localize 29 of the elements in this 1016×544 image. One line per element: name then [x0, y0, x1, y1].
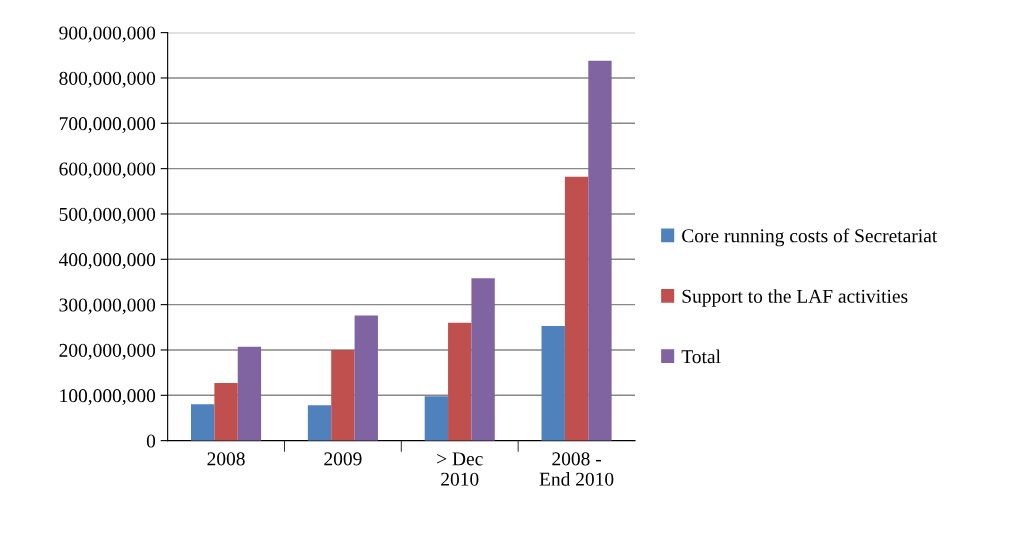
x-tick-label: 2008 - End 2010: [539, 452, 614, 486]
bar: [307, 405, 332, 441]
x-tick-label: > Dec 2010: [437, 452, 483, 486]
legend-label: Total: [681, 349, 721, 364]
y-tick-label: 0: [146, 434, 156, 448]
x-tick-label: 2008: [207, 452, 245, 466]
bar: [237, 346, 262, 441]
x-tick-label: 2009: [324, 452, 362, 466]
bar: [354, 315, 378, 441]
bar: [564, 176, 589, 441]
y-tick-label: 600,000,000: [59, 162, 156, 179]
bar: [471, 278, 495, 441]
bar: [448, 322, 472, 441]
y-tick-label: 400,000,000: [58, 253, 156, 270]
y-tick-label: 900,000,000: [59, 26, 156, 43]
y-tick-label: 700,000,000: [59, 117, 156, 134]
bar: [214, 383, 238, 441]
bar: [331, 349, 355, 441]
y-tick-label: 800,000,000: [59, 71, 156, 88]
bar: [541, 325, 565, 441]
legend-label: Core running costs of Secretariat: [682, 228, 938, 247]
y-tick-label: 100,000,000: [60, 389, 156, 406]
bar: [424, 396, 449, 441]
bar: [588, 60, 612, 441]
legend-label: Support to the LAF activities: [682, 289, 908, 307]
y-tick-label: 300,000,000: [59, 298, 156, 315]
y-tick-label: 500,000,000: [59, 207, 156, 224]
bar: [191, 404, 215, 441]
y-tick-label: 200,000,000: [59, 343, 156, 360]
